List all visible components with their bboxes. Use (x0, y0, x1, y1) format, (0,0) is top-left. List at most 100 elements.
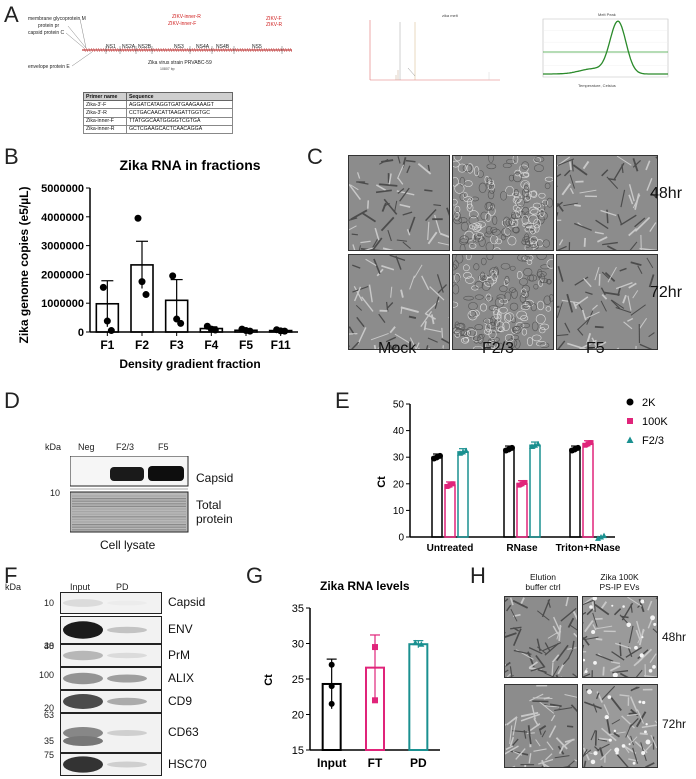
f-blot-strip (60, 667, 162, 690)
h-col-label-zika: Zika 100K PS-IP EVs (582, 572, 657, 592)
chart-g: Zika RNA levels Ct 15 20 25 30 35 Input FT PD (263, 579, 440, 770)
f-blot-strip (60, 753, 162, 776)
d-lane-neg: Neg (78, 442, 95, 452)
chart-e-legend-marker (627, 418, 633, 424)
chart-g-point (418, 641, 425, 647)
chart-e-xtick: Triton+RNase (556, 543, 621, 554)
chart-b-xtick: F4 (204, 338, 218, 352)
band-pd (107, 626, 147, 634)
primer-table: Primer name Sequence Zika-3'-F AGGATCATAG… (83, 91, 234, 134)
band-pd (107, 730, 147, 736)
h-col-label-elution-line1: Elution (530, 572, 556, 582)
chart-g-xtick: Input (317, 756, 346, 770)
chart-e-ytick: 40 (393, 426, 405, 437)
f-blot-strip (60, 644, 162, 667)
f-blot-label: HSC70 (168, 756, 207, 771)
chart-e-point (535, 440, 541, 447)
f-blot-label: CD9 (168, 693, 193, 708)
micrograph-c-0-0 (343, 155, 459, 262)
h-col-label-zika-line2: PS-IP EVs (599, 582, 640, 592)
band-input (63, 694, 103, 709)
f-lane-pd: PD (116, 582, 129, 592)
melt-peak-xlabel: Temperature, Celsius (578, 83, 616, 88)
chart-g-point (328, 661, 335, 668)
chart-b-point (99, 283, 107, 291)
primer-name: Zika-3'-F (83, 100, 127, 110)
primer-seq: GCTCGAAGCACTCAACAGGA (125, 124, 234, 134)
micrograph-h-0-0 (491, 596, 586, 688)
chart-e-ytick: 50 (393, 400, 405, 411)
f-kda: kDa (5, 582, 22, 592)
chart-e-point (522, 479, 528, 485)
chart-g-point (372, 697, 378, 704)
chart-e-ytick: 10 (393, 506, 405, 517)
band-pd (107, 600, 147, 606)
panel-letter-g: G (246, 563, 264, 588)
band-f5 (148, 466, 184, 481)
chart-g-plot: 15 20 25 30 35 Input FT PD (292, 603, 440, 770)
f-marker: 100 (38, 670, 54, 680)
genome-ticks (83, 46, 293, 54)
d-caption: Cell lysate (100, 538, 156, 552)
d-lane-f5: F5 (158, 442, 169, 452)
primer-name: Zika-3'-R (83, 108, 127, 118)
band-input (63, 599, 103, 607)
chart-g-title: Zika RNA levels (320, 579, 410, 593)
chart-e-point (519, 481, 525, 487)
seg-ns4a: NS4A (196, 44, 210, 50)
f-blot-label: ALIX (168, 670, 195, 685)
primer-header-name: Primer name (83, 91, 127, 102)
band-input-lower (63, 736, 103, 746)
chart-e-legend-label: F2/3 (642, 435, 664, 447)
chart-g-point (372, 644, 378, 651)
micrograph-c-0-2 (548, 155, 668, 259)
band-f23 (110, 467, 144, 481)
f-marker: 63 (43, 710, 54, 720)
chart-b-point (177, 319, 185, 327)
chart-g-ytick: 35 (292, 603, 304, 615)
melt-curve (543, 20, 668, 75)
chart-e-point (450, 481, 456, 487)
panel-letter-f: F (4, 563, 18, 588)
chart-e-bar (569, 448, 581, 538)
table-row: Zika-inner-F TTATGGCAATGGGGTCGTGA (83, 116, 234, 126)
chart-e-plot: 0 10 20 30 40 50 Untreated RNase Triton+RNase 2K 1… (393, 397, 668, 554)
chart-e-point (463, 447, 469, 454)
chart-e-point (585, 441, 591, 447)
label-protein-pr: protein pr (38, 23, 59, 29)
label-zikv-inner-f: ZIKV-inner-F (168, 21, 196, 27)
chart-e-bar (431, 456, 443, 538)
chart-g-point (328, 683, 335, 690)
chart-b-xlabel: Density gradient fraction (119, 357, 260, 371)
chart-b-xtick: F3 (170, 338, 184, 352)
micrograph-grid-c (341, 151, 693, 390)
seg-ns4b: NS4B (216, 44, 230, 50)
micrograph-c-1-1 (448, 252, 556, 352)
f-marker: 20 (43, 703, 54, 713)
band-input (63, 672, 103, 685)
label-zikv-f: ZIKV-F (266, 16, 282, 22)
melt-peak-title: Melt Peak (598, 12, 616, 17)
western-blot-f: 10 Capsid 48 ENV 30 PrM 100 ALIX 20 CD9 63 CD63 35 75… (0, 592, 240, 777)
chart-e-point (575, 444, 581, 451)
primer-name: Zika-inner-F (83, 116, 127, 126)
primer-seq: AGGATCATAGGTGATGAAGAAAGT (125, 100, 234, 110)
f-blot-label: CD63 (168, 725, 199, 739)
micrograph-c-1-2 (545, 254, 668, 360)
chart-b-point (246, 327, 254, 335)
band-input (63, 621, 103, 639)
chart-b-point (211, 326, 219, 334)
chart-e-point (437, 452, 443, 459)
chart-b-point (281, 327, 289, 335)
d-band-capsid: Capsid (196, 471, 234, 485)
chart-e-bar (529, 444, 541, 538)
chart-g-point (328, 700, 335, 707)
chart-b-title: Zika RNA in fractions (119, 157, 260, 173)
chart-b-point (138, 278, 146, 286)
micrograph-grid-h (491, 596, 668, 776)
chart-g-ytick: 25 (292, 674, 304, 686)
chart-g-ytick: 20 (292, 710, 304, 722)
band-pd (107, 652, 147, 659)
band-pd (107, 761, 147, 768)
chart-b: Zika RNA in fractions Zika genome copies… (17, 157, 298, 371)
